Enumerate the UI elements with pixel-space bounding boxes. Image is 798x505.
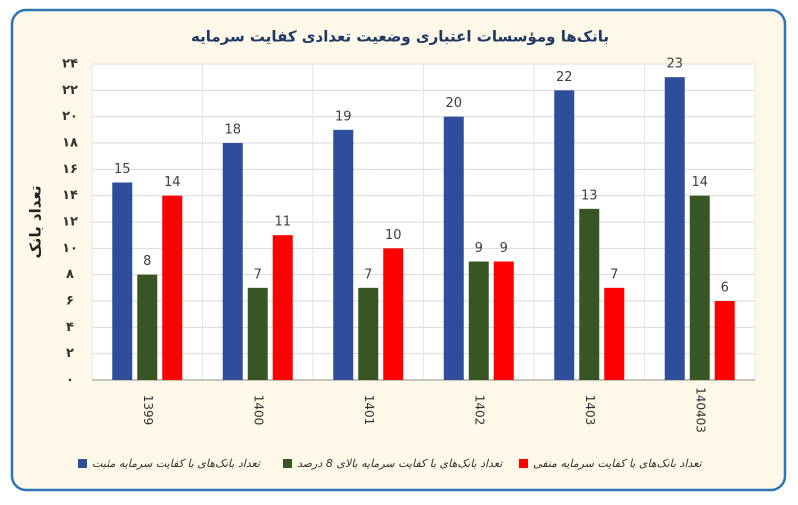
bar (554, 90, 575, 380)
data-label: 6 (721, 281, 729, 296)
bar (689, 195, 710, 380)
data-label: 19 (335, 109, 352, 124)
y-tick-label: ۲۴ (62, 57, 78, 72)
y-tick-label: ۱۶ (62, 162, 78, 177)
y-tick-label: ۴ (66, 320, 74, 335)
y-tick-label: ۲ (66, 346, 74, 361)
data-label: 10 (385, 228, 402, 243)
y-axis-label: تعداد بانک (27, 185, 45, 258)
bar (162, 195, 183, 380)
y-tick-label: ۱۸ (62, 136, 78, 151)
legend-label: تعداد بانک‌های با کفایت سرمایه بالای 8 د… (297, 457, 504, 470)
data-label: 7 (364, 267, 372, 282)
bar (333, 129, 354, 380)
data-label: 22 (556, 70, 573, 85)
legend-swatch (519, 459, 528, 468)
data-label: 23 (666, 57, 683, 72)
y-tick-label: ۱۴ (62, 188, 78, 203)
data-label: 20 (445, 96, 462, 111)
bar (604, 287, 625, 380)
bar (443, 116, 464, 381)
data-label: 8 (143, 254, 151, 269)
bar (664, 77, 685, 381)
data-label: 18 (224, 123, 241, 138)
data-label: 15 (114, 162, 131, 177)
bar (714, 301, 735, 380)
y-tick-label: ۰ (66, 373, 74, 388)
data-label: 9 (475, 241, 483, 256)
bar (383, 248, 404, 380)
x-tick-label: 1402 (472, 395, 486, 426)
data-label: 7 (254, 267, 262, 282)
y-tick-label: ۱۲ (62, 215, 78, 230)
chart-title: بانک‌ها ومؤسسات اعتباری وضعیت تعدادی کفا… (191, 28, 609, 46)
bar (579, 208, 600, 380)
data-label: 11 (274, 215, 291, 230)
y-tick-label: ۲۲ (62, 83, 78, 98)
bar (358, 287, 379, 380)
x-tick-label: 1400 (251, 395, 265, 426)
legend-swatch (78, 459, 87, 468)
bar (468, 261, 489, 380)
x-tick-label: 1401 (362, 395, 376, 426)
data-label: 7 (610, 267, 618, 282)
data-label: 13 (581, 188, 598, 203)
x-tick-label: 1399 (141, 395, 155, 426)
y-tick-label: ۶ (66, 294, 74, 309)
y-tick-label: ۲۰ (62, 109, 78, 124)
data-label: 14 (164, 175, 181, 190)
data-label: 9 (500, 241, 508, 256)
bar (247, 287, 268, 380)
bar (272, 235, 293, 380)
bar (112, 182, 133, 380)
legend-swatch (283, 459, 292, 468)
data-label: 14 (691, 175, 708, 190)
legend-label: تعداد بانک‌های با کفایت سرمایه منفی (533, 457, 703, 470)
y-tick-label: ۱۰ (62, 241, 78, 256)
bar (222, 143, 243, 380)
bar (493, 261, 514, 380)
x-tick-label: 1403 (583, 395, 597, 426)
bar (137, 274, 158, 380)
legend-label: تعداد بانک‌های با کفایت سرمایه مثبت (92, 457, 262, 470)
x-tick-label: 140403 (693, 387, 707, 433)
y-tick-label: ۸ (66, 267, 74, 282)
